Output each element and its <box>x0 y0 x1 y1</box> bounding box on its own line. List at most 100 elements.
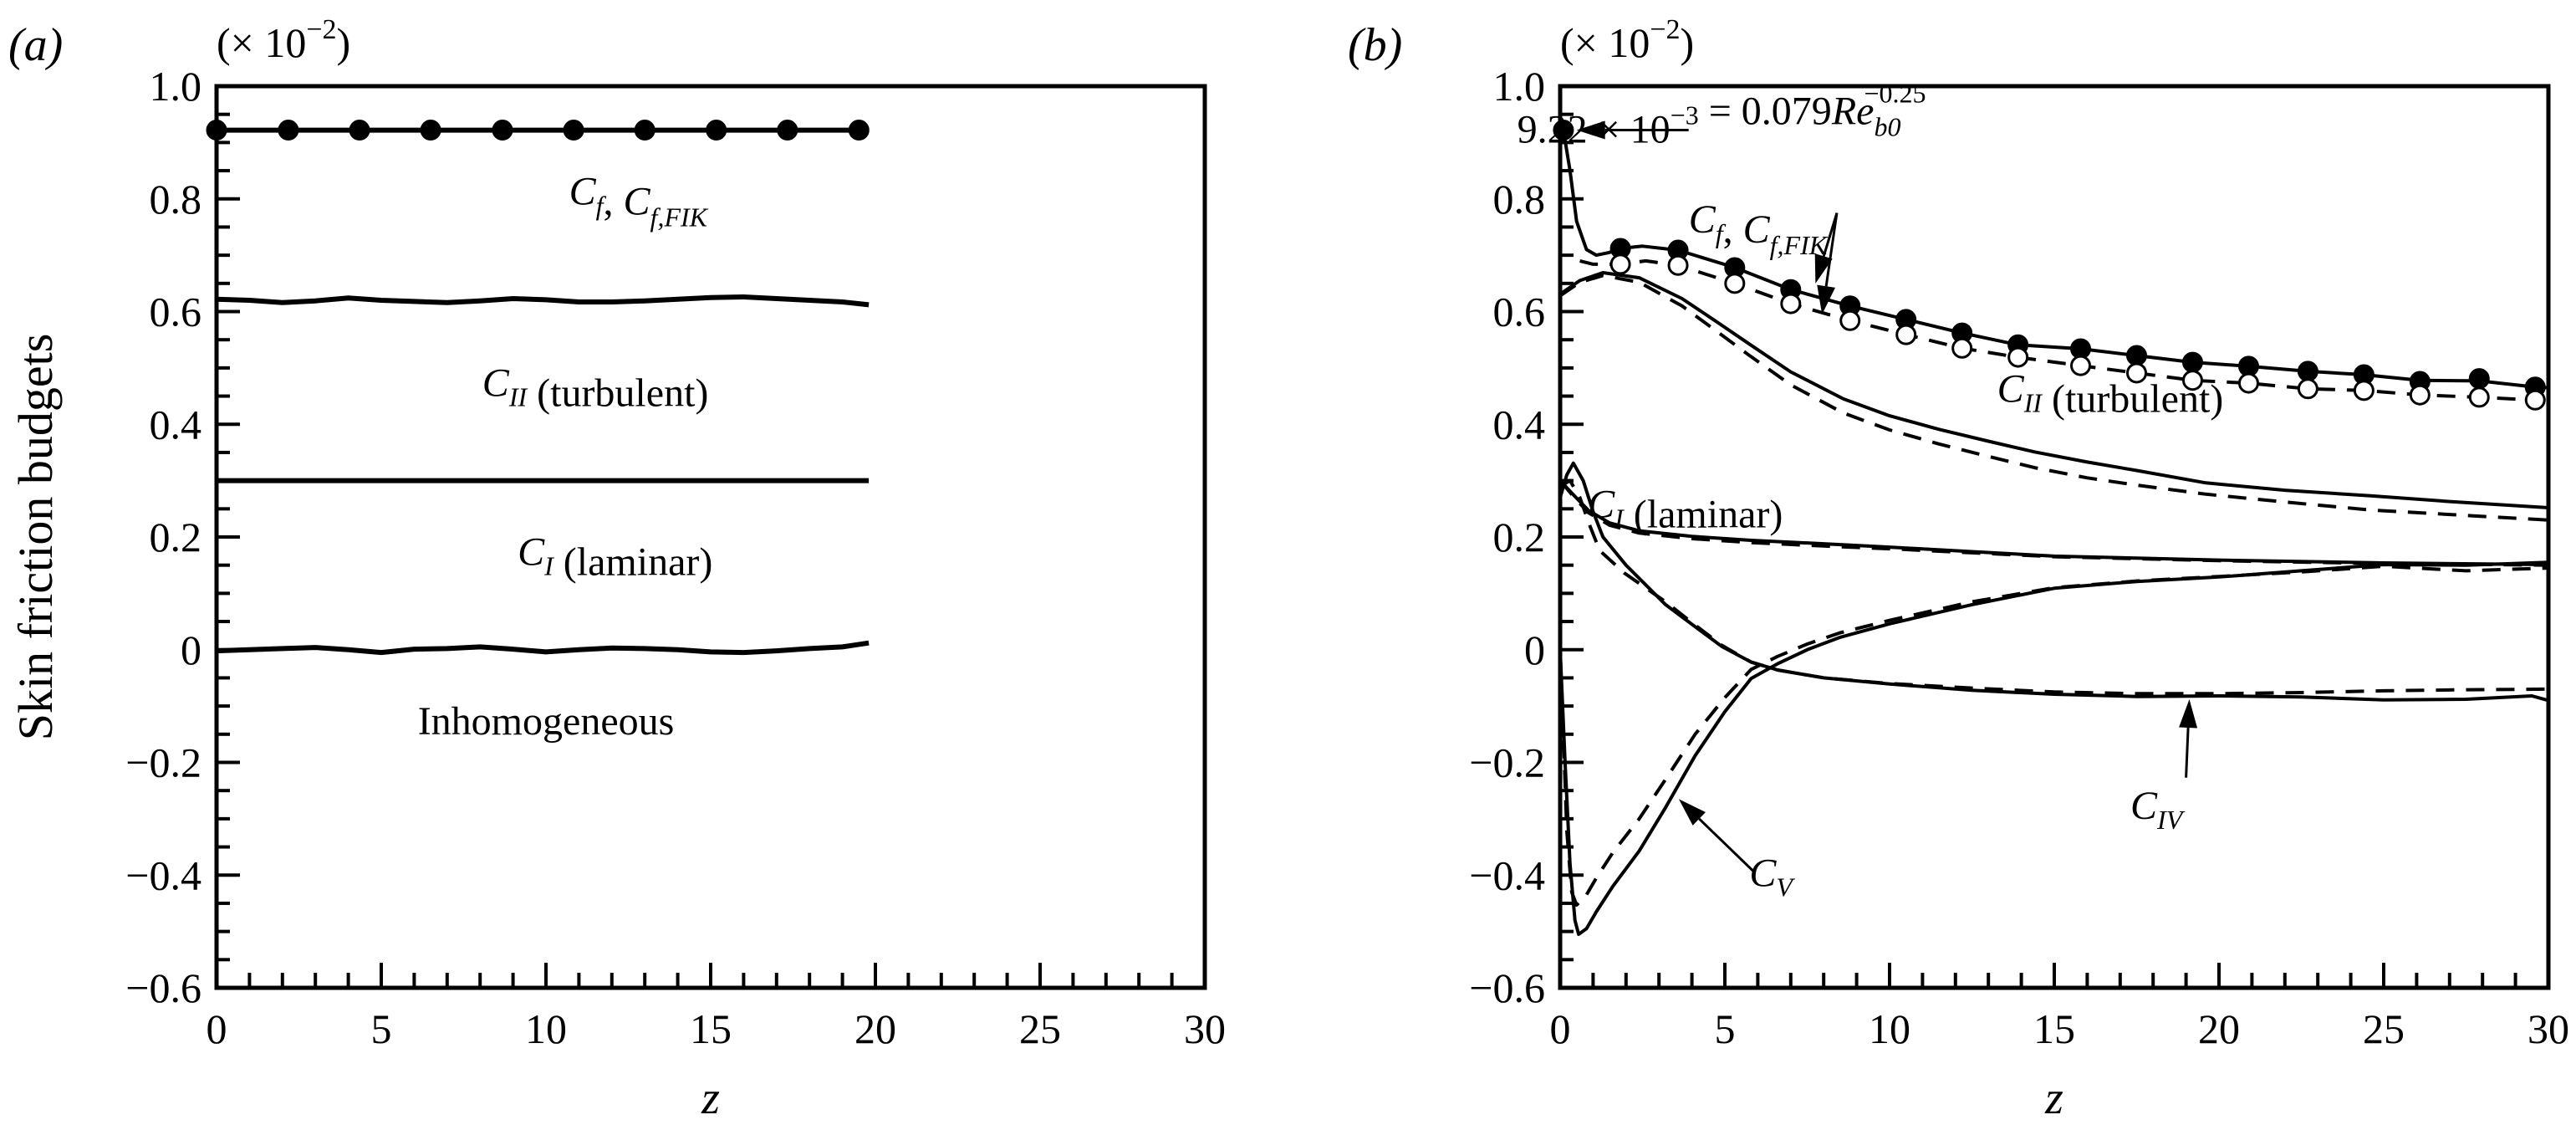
series-line <box>1561 130 2549 390</box>
series-line <box>1558 565 2549 907</box>
x-tick-label: 0 <box>1550 1005 1571 1052</box>
y-axis: −0.6 −0.4 −0.2 0 0.2 0.4 0.6 0.8 1.0 <box>1469 63 1584 1011</box>
open-marker <box>2468 386 2490 408</box>
filled-marker <box>2181 351 2203 373</box>
open-marker <box>2070 355 2092 376</box>
curve-label-cv: CV <box>1749 851 1795 903</box>
y-tick-label: 0.8 <box>150 176 202 222</box>
series-line <box>1558 560 2549 936</box>
y-tick-label: 0.6 <box>150 289 202 335</box>
curve-label-cii: CII (turbulent) <box>482 361 709 416</box>
curve-label-cf: Cf, Cf,FIK <box>569 169 709 232</box>
axis-multiplier: (× 10−2) <box>1560 14 1694 66</box>
series-line <box>1558 274 2549 522</box>
filled-marker <box>2237 355 2259 377</box>
open-marker <box>1951 337 1973 359</box>
y-tick-label: −0.2 <box>125 739 201 786</box>
arrow-head-icon <box>1817 284 1836 314</box>
arrow-head-icon <box>1678 799 1706 826</box>
open-marker <box>2353 380 2375 401</box>
axis-multiplier: (× 10−2) <box>217 14 350 66</box>
series-line <box>216 294 870 308</box>
open-marker <box>2181 370 2203 391</box>
x-tick-label: 30 <box>2528 1005 2569 1052</box>
x-tick-label: 5 <box>371 1005 392 1052</box>
panel-b: (b) (× 10−2) −0.6 −0.4 −0.2 0 0.2 0.4 0.6 0.8 1.0 0… <box>1348 14 2569 1124</box>
filled-marker <box>2297 361 2318 382</box>
y-tick-label: −0.6 <box>1469 964 1545 1011</box>
open-marker <box>1724 273 1746 294</box>
y-tick-label: 0.4 <box>150 401 202 447</box>
y-tick-label: 0.4 <box>1493 401 1546 447</box>
arrow-head-icon <box>1814 253 1833 284</box>
y-axis-title: Skin friction budgets <box>8 334 63 741</box>
x-tick-label: 20 <box>854 1005 896 1052</box>
curve-label-inh: Inhomogeneous <box>418 699 675 744</box>
y-tick-label: 1.0 <box>1493 63 1546 110</box>
x-tick-label: 10 <box>525 1005 567 1052</box>
filled-marker <box>634 120 655 141</box>
open-marker <box>1609 253 1631 275</box>
series-line <box>216 640 870 656</box>
filled-marker <box>2126 345 2147 366</box>
series-line <box>1558 479 2549 567</box>
curve-label-cii: CII (turbulent) <box>1997 366 2224 421</box>
filled-marker <box>2070 338 2092 360</box>
y-tick-label: 0.2 <box>1493 514 1546 560</box>
open-marker <box>2409 384 2431 406</box>
curve-label-cf: Cf, Cf,FIK <box>1689 197 1829 260</box>
series-line <box>1559 478 2549 696</box>
x-tick-label: 15 <box>2033 1005 2075 1052</box>
y-tick-label: −0.6 <box>125 964 201 1011</box>
open-marker <box>2524 389 2546 411</box>
open-marker <box>1839 309 1861 331</box>
arrow-head-icon <box>1576 120 1605 140</box>
curve-labels: 9.22 × 10−3 = 0.079Reb0−0.25 Cf, Cf,FIK CI… <box>1518 78 2224 902</box>
y-tick-label: 0 <box>181 626 201 673</box>
y-tick-label: 0.8 <box>1493 176 1546 222</box>
x-axis: 0 5 10 15 20 25 30 z <box>1550 963 2569 1124</box>
y-tick-label: −0.4 <box>1469 851 1545 898</box>
arrow-head-icon <box>2179 699 2198 729</box>
x-tick-label: 0 <box>207 1005 227 1052</box>
y-axis: −0.6 −0.4 −0.2 0 0.2 0.4 0.6 0.8 1.0 <box>125 63 240 1011</box>
open-marker <box>1895 324 1917 345</box>
open-marker <box>2237 372 2259 394</box>
filled-marker <box>492 120 513 141</box>
panel-label: (b) <box>1348 19 1402 71</box>
x-axis: 0 5 10 15 20 25 30 z <box>207 963 1226 1124</box>
curve-label-ci: CI (laminar) <box>518 530 712 585</box>
series-group <box>1553 120 2549 936</box>
curve-label-ci: CI (laminar) <box>1588 482 1783 536</box>
open-marker <box>2297 378 2318 400</box>
filled-marker <box>2468 368 2490 390</box>
open-marker <box>2126 362 2147 384</box>
x-tick-label: 10 <box>1869 1005 1910 1052</box>
open-marker <box>1667 254 1689 276</box>
x-tick-label: 30 <box>1184 1005 1226 1052</box>
filled-marker <box>420 120 441 141</box>
series-group <box>206 120 870 656</box>
x-tick-label: 25 <box>2363 1005 2405 1052</box>
open-marker <box>2007 346 2029 368</box>
plot-frame <box>214 84 1207 990</box>
x-tick-label: 15 <box>690 1005 732 1052</box>
x-tick-label: 25 <box>1019 1005 1061 1052</box>
series-line <box>1558 271 2549 509</box>
curve-label-civ: CIV <box>2130 784 2186 835</box>
panel-label: (a) <box>8 19 63 71</box>
filled-marker <box>349 120 370 141</box>
y-tick-label: −0.4 <box>125 851 201 898</box>
x-tick-label: 5 <box>1715 1005 1736 1052</box>
x-axis-title: z <box>2044 1072 2063 1124</box>
filled-marker <box>563 120 584 141</box>
filled-marker <box>706 120 727 141</box>
y-tick-label: 0.2 <box>150 514 202 560</box>
y-tick-label: 0.6 <box>1493 289 1546 335</box>
y-tick-label: 1.0 <box>150 63 202 110</box>
y-tick-label: 0 <box>1524 626 1545 673</box>
curve-labels: Cf, Cf,FIK CII (turbulent) CI (laminar) Inh… <box>418 169 713 743</box>
panel-a: (a) (× 10−2) −0.6 −0.4 −0.2 0 0.2 0.4 0.6 0.8 1.0 0… <box>8 14 1226 1124</box>
filled-marker <box>206 120 227 141</box>
